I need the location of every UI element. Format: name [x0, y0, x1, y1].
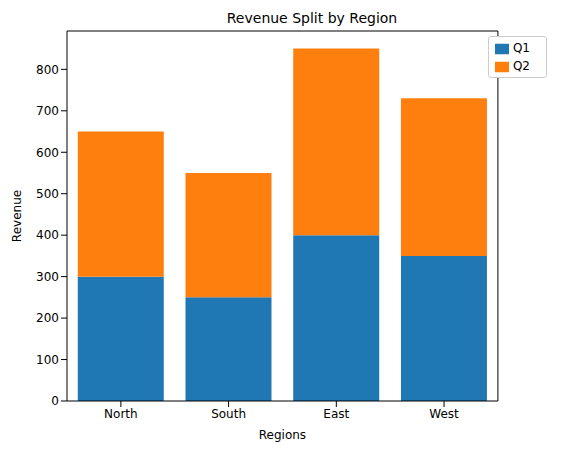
svg-text:Regions: Regions: [259, 428, 306, 442]
svg-text:500: 500: [36, 187, 59, 201]
svg-text:300: 300: [36, 270, 59, 284]
svg-text:0: 0: [51, 394, 59, 408]
svg-text:Revenue: Revenue: [10, 190, 24, 242]
svg-text:North: North: [104, 407, 138, 421]
svg-text:700: 700: [36, 104, 59, 118]
html-text:Q1: Q1: [512, 41, 530, 55]
svg-text:400: 400: [36, 228, 59, 242]
svg-text:East: East: [323, 407, 349, 421]
svg-text:100: 100: [36, 353, 59, 367]
html-text:Q2: Q2: [512, 59, 530, 73]
svg-text:800: 800: [36, 63, 59, 77]
svg-text:South: South: [211, 407, 246, 421]
svg-text:West: West: [429, 407, 459, 421]
svg-text:200: 200: [36, 311, 59, 325]
html-text:Revenue Split by Region: Revenue Split by Region: [226, 10, 398, 26]
svg-text:600: 600: [36, 146, 59, 160]
